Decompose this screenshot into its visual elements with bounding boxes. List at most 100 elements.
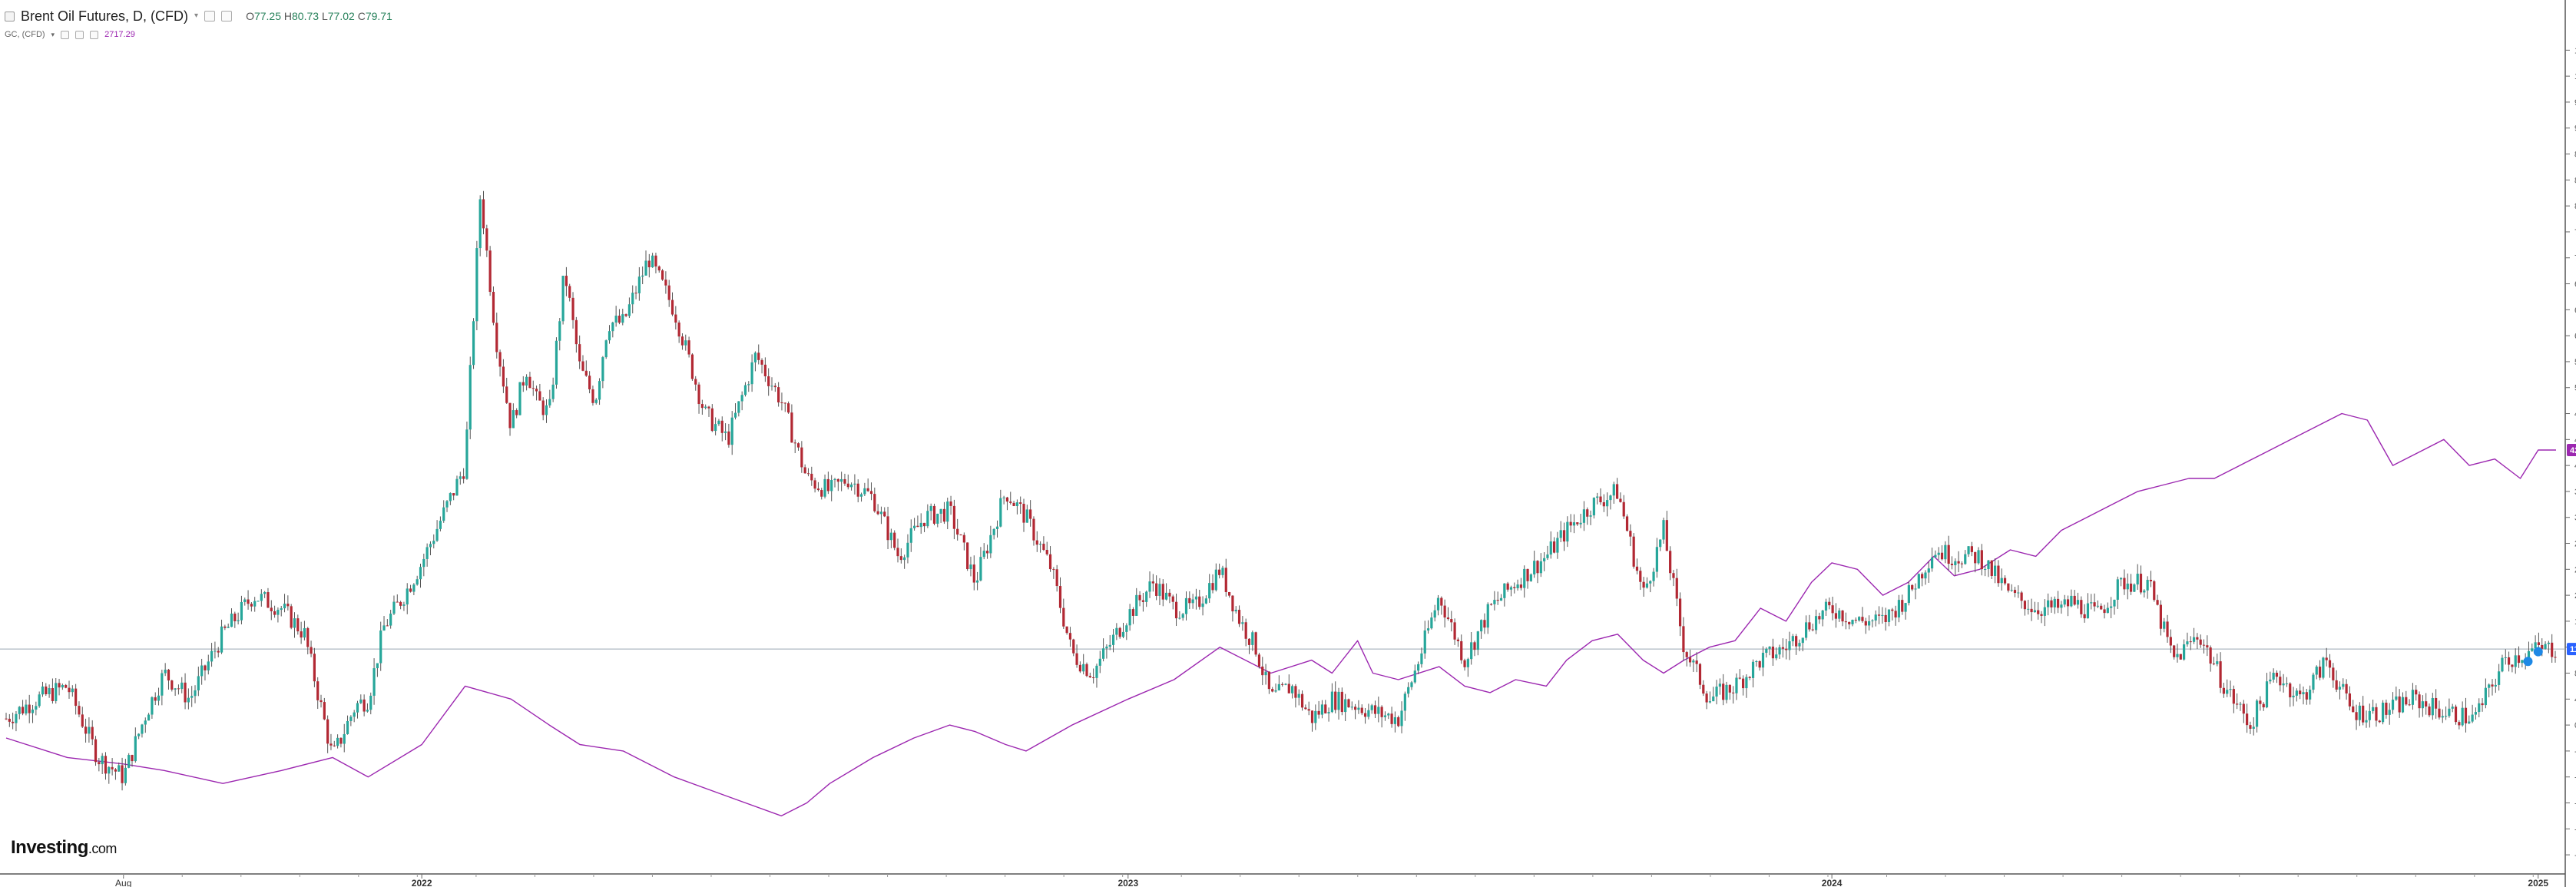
candle-body (2411, 690, 2415, 705)
candle-body (154, 697, 157, 701)
candle-body (2285, 683, 2289, 684)
candle-body (1327, 712, 1330, 713)
candle-body (2159, 604, 2162, 629)
candle-body (502, 366, 505, 387)
candle-body (2531, 648, 2534, 651)
candle-body (61, 684, 64, 688)
candle-body (866, 488, 869, 491)
candle-body (1174, 601, 1178, 619)
candle-body (1334, 691, 1337, 710)
candle-body (657, 266, 661, 271)
candle-body (1055, 569, 1058, 587)
price-axis[interactable]: 104.00% 100.00% 96.00% 92.00% 88.00% 84.00% 80… (2564, 0, 2576, 887)
candle-body (733, 412, 737, 418)
settings-icon[interactable] (204, 11, 216, 22)
candle-body (1685, 652, 1688, 657)
candle-body (396, 601, 399, 603)
candle-body (654, 255, 657, 266)
event-marker-icon[interactable] (2523, 657, 2533, 667)
candle-body (455, 478, 459, 496)
candle-body (697, 384, 700, 405)
close-label: C (357, 10, 366, 22)
candle-body (1383, 715, 1387, 717)
candle-body (1751, 661, 1755, 678)
candle-body (2491, 684, 2494, 687)
event-marker-icon[interactable] (2533, 647, 2543, 657)
candle-body (260, 594, 263, 601)
candle-body (1950, 564, 1954, 565)
candle-body (323, 702, 326, 720)
chevron-down-icon[interactable]: ▾ (194, 12, 199, 20)
candle-body (1788, 641, 1791, 650)
close-icon[interactable] (221, 11, 233, 22)
candle-body (2249, 725, 2252, 729)
candle-body (1964, 554, 1967, 564)
candle-body (1894, 611, 1897, 618)
candle-body (2027, 608, 2030, 610)
candle-body (1642, 581, 1645, 588)
candle-body (174, 688, 177, 690)
candle-body (151, 697, 154, 715)
plot-area[interactable] (0, 190, 2565, 817)
candle-body (2060, 604, 2063, 608)
candle-body (1171, 596, 1174, 602)
time-axis[interactable]: Aug 2022 2023 2024 2025 (0, 873, 2565, 887)
candle-body (2355, 712, 2358, 720)
candle-body (906, 542, 909, 558)
candle-body (2073, 595, 2076, 605)
chevron-down-icon[interactable]: ▾ (51, 31, 55, 38)
candle-body (992, 528, 995, 535)
candle-body (2345, 683, 2348, 693)
candle-body (1533, 561, 1536, 574)
y-tick-label: -20.00% (2574, 851, 2576, 860)
candle-body (91, 726, 94, 740)
candle-body (2514, 655, 2517, 667)
candle-body (1082, 664, 1085, 672)
candle-body (541, 400, 545, 415)
candle-body (1277, 683, 1280, 691)
candle-body (2474, 712, 2478, 715)
candle-body (214, 650, 217, 652)
candle-body (1148, 581, 1151, 592)
gc-series-line[interactable] (5, 412, 2556, 817)
close-icon[interactable] (90, 30, 99, 39)
candle-body (1927, 568, 1930, 573)
candle-body (369, 695, 372, 710)
candle-body (1682, 626, 1685, 653)
candle-body (1877, 614, 1881, 616)
candle-body (1712, 696, 1715, 702)
symbol-title[interactable]: Brent Oil Futures, D, (CFD) (21, 8, 189, 24)
candle-body (1019, 502, 1022, 505)
candle-body (896, 548, 899, 557)
candle-body (2328, 660, 2332, 668)
candle-body (2388, 710, 2391, 715)
candle-body (806, 473, 810, 475)
candle-body (349, 717, 353, 721)
collapse-icon[interactable] (5, 11, 15, 22)
candle-body (1284, 683, 1287, 685)
candle-body (1281, 683, 1284, 685)
candle-body (1625, 516, 1629, 531)
candle-body (2544, 644, 2547, 649)
settings-icon[interactable] (75, 30, 84, 39)
candle-body (2381, 702, 2385, 723)
candle-body (1612, 484, 1615, 496)
eye-icon[interactable] (61, 30, 70, 39)
candle-body (1907, 584, 1910, 604)
candle-body (863, 488, 866, 495)
candle-body (293, 618, 296, 628)
candle-body (859, 494, 863, 497)
candle-body (2504, 657, 2507, 658)
brent-candles[interactable] (5, 190, 2557, 791)
candle-body (1566, 521, 1569, 542)
candle-body (1390, 713, 1393, 724)
candle-body (303, 627, 306, 638)
candle-body (412, 584, 416, 592)
compare-symbol[interactable]: GC, (CFD) (5, 30, 45, 39)
candle-body (488, 250, 492, 293)
candle-body (2222, 687, 2226, 694)
candle-body (899, 556, 902, 561)
candle-body (2262, 703, 2265, 708)
candle-body (667, 285, 670, 300)
